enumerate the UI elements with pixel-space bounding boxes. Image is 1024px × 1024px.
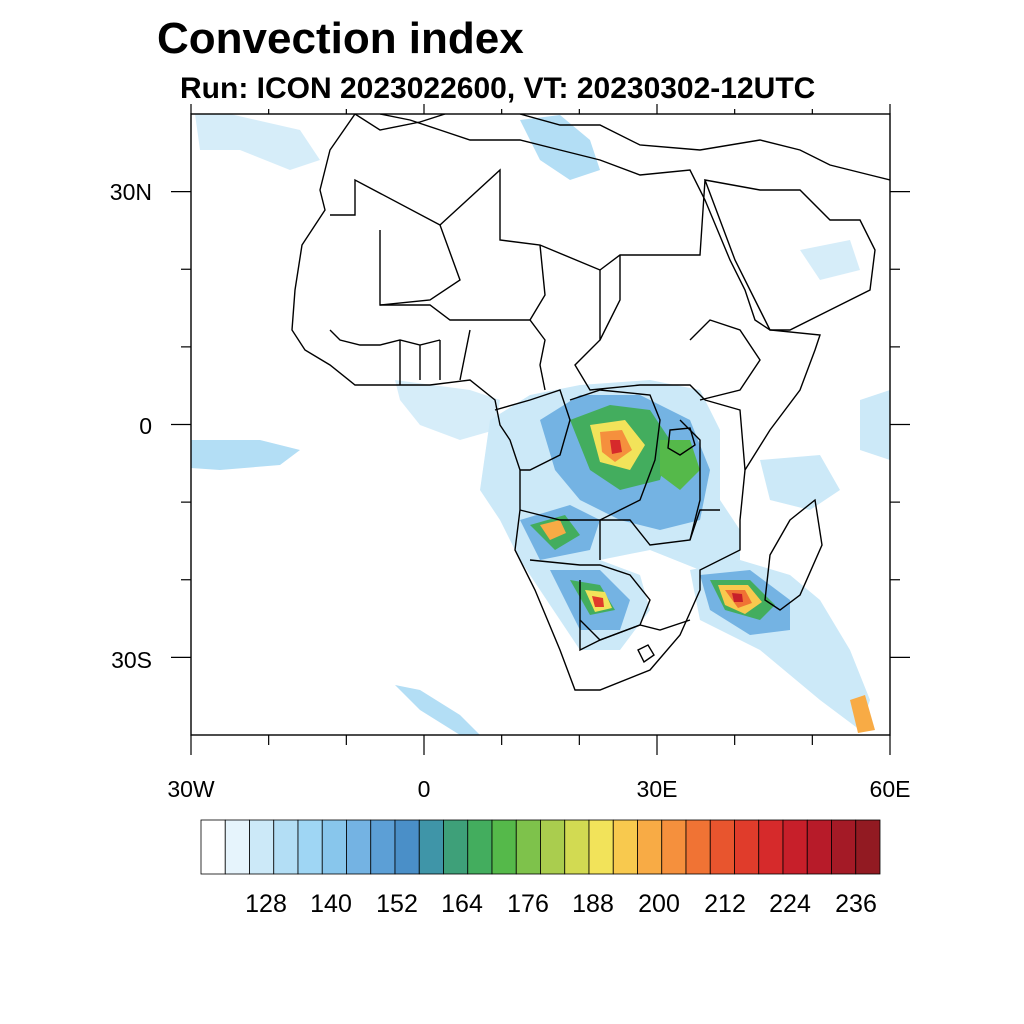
lat-label-30s: 30S bbox=[111, 647, 152, 673]
border-ethiopia bbox=[689, 319, 761, 401]
colorbar-swatch bbox=[297, 819, 323, 875]
colorbar-label: 212 bbox=[704, 890, 746, 918]
colorbar-swatch bbox=[782, 819, 808, 875]
africa-coastline bbox=[291, 114, 821, 691]
convection-hotspot-angola-orange bbox=[540, 520, 566, 540]
lon-label-30e: 30E bbox=[637, 776, 678, 802]
colorbar-label: 152 bbox=[376, 890, 418, 918]
convection-area-atlantic-band bbox=[191, 440, 300, 470]
axis-ticks bbox=[171, 104, 910, 755]
colorbar-swatch bbox=[273, 819, 299, 875]
colorbar-swatch bbox=[806, 819, 832, 875]
border-sahara-west bbox=[330, 178, 461, 306]
colorbar-swatch bbox=[612, 819, 638, 875]
europe-edge bbox=[519, 114, 890, 181]
colorbar-swatch bbox=[394, 819, 420, 875]
colorbar-label: 176 bbox=[507, 890, 549, 918]
border-central-africa bbox=[494, 389, 571, 471]
colorbar-label: 140 bbox=[310, 890, 352, 918]
colorbar-labels: 128 140 152 164 176 188 200 212 224 236 bbox=[245, 890, 877, 918]
lesotho-outline bbox=[637, 644, 655, 664]
colorbar-swatch bbox=[418, 819, 444, 875]
madagascar-outline bbox=[764, 498, 823, 611]
colorbar-swatch bbox=[200, 819, 226, 875]
iberia-edge bbox=[354, 114, 446, 131]
colorbar-swatch bbox=[685, 819, 711, 875]
lat-label-30n: 30N bbox=[110, 179, 152, 205]
colorbar-swatch bbox=[709, 819, 735, 875]
convection-hotspot-congo-red bbox=[610, 440, 622, 454]
colorbar-label: 188 bbox=[572, 890, 614, 918]
colorbar-label: 164 bbox=[441, 890, 483, 918]
border-west-africa bbox=[329, 329, 471, 385]
colorbar-swatch bbox=[321, 819, 347, 875]
border-angola-zambia bbox=[519, 509, 720, 546]
colorbar-label: 200 bbox=[638, 890, 680, 918]
convection-area-east-indian-ocean bbox=[860, 390, 890, 460]
colorbar-swatch bbox=[758, 819, 784, 875]
colorbar-swatch bbox=[540, 819, 566, 875]
colorbar-swatch bbox=[855, 819, 881, 875]
colorbar-swatch bbox=[588, 819, 614, 875]
convection-hotspot-mozambique-red bbox=[732, 593, 743, 602]
convection-area-mediterranean bbox=[520, 115, 600, 180]
convection-field bbox=[191, 114, 890, 735]
border-mali-niger bbox=[380, 304, 546, 391]
colorbar-label: 224 bbox=[769, 890, 811, 918]
colorbar-swatch bbox=[637, 819, 663, 875]
chart-title: Convection index bbox=[157, 14, 524, 63]
convection-area-madagascar-east bbox=[760, 455, 840, 510]
colorbar-swatch bbox=[224, 819, 250, 875]
colorbar bbox=[200, 819, 881, 875]
convection-area-west-africa bbox=[395, 380, 500, 440]
border-namibia-botswana bbox=[529, 559, 651, 641]
arabia-outline bbox=[703, 179, 876, 331]
colorbar-swatch bbox=[346, 819, 372, 875]
colorbar-swatch bbox=[491, 819, 517, 875]
colorbar-swatch bbox=[564, 819, 590, 875]
colorbar-label: 236 bbox=[835, 890, 877, 918]
lon-label-30w: 30W bbox=[167, 776, 215, 802]
colorbar-label: 128 bbox=[245, 890, 287, 918]
convection-hotspot-sw-band-orange bbox=[850, 695, 875, 733]
colorbar-swatch bbox=[734, 819, 760, 875]
colorbar-swatch bbox=[661, 819, 687, 875]
border-south-africa bbox=[579, 619, 691, 652]
colorbar-swatch bbox=[370, 819, 396, 875]
border-chad-sudan bbox=[529, 244, 706, 401]
lat-label-0: 0 bbox=[139, 413, 152, 439]
lake-victoria-outline bbox=[667, 427, 696, 456]
lon-label-60e: 60E bbox=[870, 776, 911, 802]
convection-area-northwest bbox=[195, 114, 320, 170]
colorbar-swatch bbox=[831, 819, 857, 875]
colorbar-swatch bbox=[467, 819, 493, 875]
convection-area-arabia bbox=[800, 240, 860, 280]
country-borders bbox=[291, 114, 890, 691]
lon-label-0: 0 bbox=[418, 776, 431, 802]
colorbar-swatch bbox=[515, 819, 541, 875]
convection-area-southwest-band bbox=[395, 685, 480, 735]
colorbar-swatch bbox=[249, 819, 275, 875]
convection-hotspot-botswana-red bbox=[592, 596, 604, 607]
convection-area-lakes-green bbox=[660, 440, 700, 490]
chart-subtitle: Run: ICON 2023022600, VT: 20230302-12UTC bbox=[180, 72, 816, 105]
border-algeria-libya bbox=[439, 168, 706, 271]
border-congo-drc bbox=[569, 389, 661, 560]
border-sudan-egypt bbox=[599, 255, 621, 341]
colorbar-swatch bbox=[443, 819, 469, 875]
